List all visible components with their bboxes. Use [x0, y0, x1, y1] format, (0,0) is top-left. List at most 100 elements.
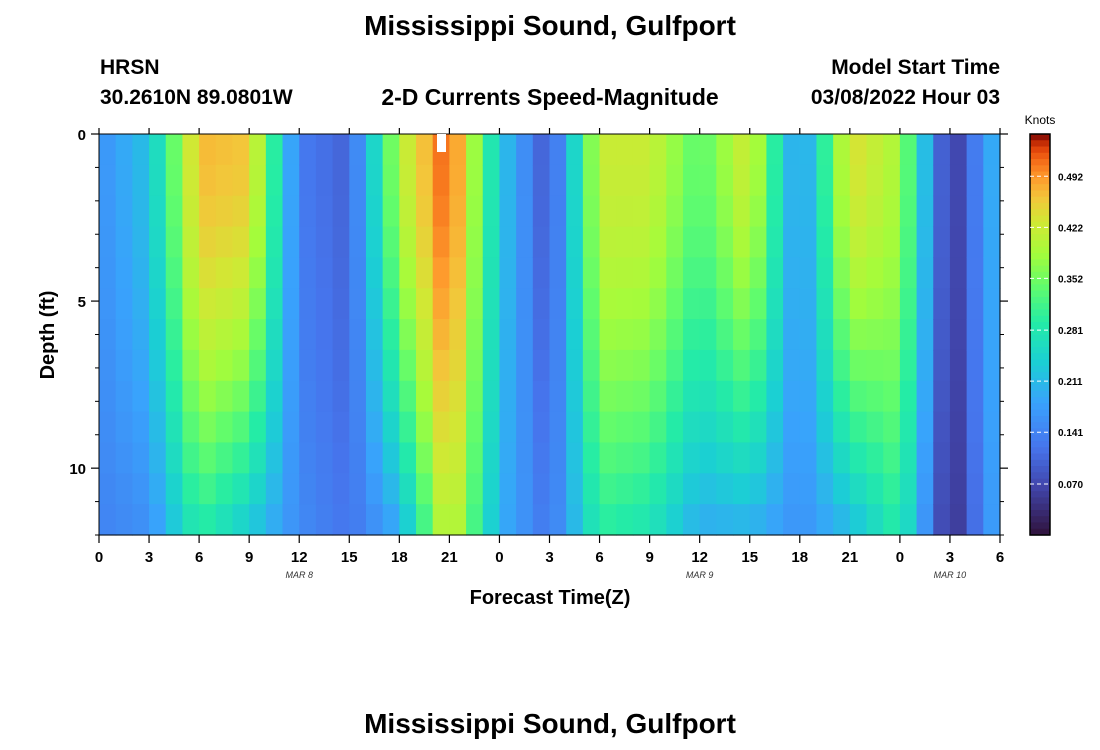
x-tick-label: 6	[996, 549, 1004, 566]
heatmap-cell	[499, 411, 517, 444]
date-label: MAR 9	[686, 570, 714, 580]
heatmap-cell	[899, 195, 918, 228]
colorbar-swatch	[1030, 372, 1050, 379]
heatmap-cell	[115, 257, 133, 289]
heatmap-cell	[783, 164, 801, 197]
colorbar-swatch	[1030, 334, 1050, 342]
heatmap-cell	[699, 380, 717, 413]
heatmap-cell	[549, 288, 567, 320]
heatmap-cell	[549, 349, 567, 382]
heatmap-cell	[816, 504, 834, 536]
heatmap-cell	[99, 226, 117, 258]
y-tick-label: 10	[69, 461, 86, 478]
heatmap-cell	[132, 411, 150, 444]
heatmap-cell	[833, 164, 851, 197]
heatmap-cell	[949, 134, 968, 166]
heatmap-cell	[899, 319, 918, 351]
colorbar-swatch	[1030, 146, 1050, 154]
heatmap-cell	[649, 226, 667, 258]
heatmap-cell	[516, 257, 534, 289]
heatmap-cell	[132, 288, 150, 320]
heatmap-cell	[482, 288, 501, 320]
station-code: HRSN	[100, 56, 160, 79]
heatmap-cell	[649, 319, 667, 351]
heatmap-cell	[449, 195, 467, 228]
heatmap-cell	[482, 504, 501, 536]
heatmap-cell	[349, 319, 367, 351]
heatmap-cell	[416, 380, 434, 413]
colorbar-label: Knots	[1025, 113, 1056, 127]
colorbar-tick-label: 0.492	[1058, 172, 1083, 183]
heatmap-cell	[616, 473, 634, 505]
heatmap-cell	[582, 319, 601, 351]
colorbar-tick-label: 0.281	[1058, 326, 1083, 337]
heatmap-cell	[966, 349, 984, 382]
x-tick-label: 12	[291, 549, 308, 566]
heatmap-cell	[666, 411, 684, 444]
heatmap-cell	[966, 473, 984, 505]
colorbar-swatch	[1030, 271, 1050, 279]
colorbar-swatch	[1030, 171, 1050, 179]
colorbar-swatch	[1030, 522, 1050, 530]
heatmap-cell	[632, 411, 651, 444]
heatmap-cell	[899, 411, 918, 444]
colorbar-swatch	[1030, 296, 1050, 304]
heatmap-cell	[716, 380, 734, 413]
heatmap-cell	[966, 411, 984, 444]
heatmap-cell	[799, 288, 818, 320]
heatmap-cell	[516, 288, 534, 320]
heatmap-cell	[249, 504, 267, 536]
heatmap-cell	[449, 288, 467, 320]
heatmap-cell	[866, 504, 884, 536]
heatmap-cell	[783, 195, 801, 228]
heatmap-cell	[582, 257, 601, 289]
heatmap-cell	[549, 134, 567, 166]
colorbar-swatch	[1030, 484, 1050, 492]
heatmap-cell	[399, 504, 417, 536]
colorbar-swatch	[1030, 415, 1050, 423]
heatmap-cell	[299, 226, 317, 258]
heatmap-cell	[749, 442, 768, 474]
heatmap-cell	[816, 288, 834, 320]
heatmap-cell	[632, 226, 651, 258]
heatmap-cell	[115, 319, 133, 351]
heatmap-cell	[666, 195, 684, 228]
heatmap-cell	[733, 349, 751, 382]
heatmap-cell	[766, 349, 784, 382]
heatmap-cell	[833, 411, 851, 444]
heatmap-cell	[733, 411, 751, 444]
heatmap-cell	[382, 288, 400, 320]
heatmap-cell	[282, 380, 300, 413]
heatmap-cell	[165, 195, 184, 228]
heatmap-cell	[315, 411, 334, 444]
heatmap-cell	[282, 411, 300, 444]
heatmap-cell	[299, 164, 317, 197]
heatmap-cell	[349, 195, 367, 228]
heatmap-cell	[232, 134, 250, 166]
heatmap-cell	[749, 319, 768, 351]
heatmap-cell	[432, 411, 450, 444]
heatmap-cell	[399, 473, 417, 505]
heatmap-cell	[749, 195, 768, 228]
heatmap-cell	[532, 504, 551, 536]
heatmap-cell	[616, 349, 634, 382]
heatmap-cell	[949, 195, 968, 228]
heatmap-cell	[966, 288, 984, 320]
colorbar-swatch	[1030, 259, 1050, 267]
heatmap-cell	[532, 411, 551, 444]
heatmap-cell	[883, 195, 901, 228]
heatmap-cell	[799, 164, 818, 197]
heatmap-cell	[332, 319, 350, 351]
heatmap-cell	[883, 319, 901, 351]
heatmap-cell	[616, 442, 634, 474]
heatmap-cell	[449, 134, 467, 166]
colorbar-swatch	[1030, 353, 1050, 361]
heatmap-cell	[149, 504, 167, 536]
heatmap-cell	[849, 411, 868, 444]
heatmap-cell	[666, 319, 684, 351]
heatmap-cell	[516, 442, 534, 474]
date-label: MAR 8	[285, 570, 313, 580]
x-tick-label: 18	[791, 549, 808, 566]
colorbar-swatch	[1030, 491, 1050, 499]
colorbar-swatch	[1030, 134, 1050, 141]
